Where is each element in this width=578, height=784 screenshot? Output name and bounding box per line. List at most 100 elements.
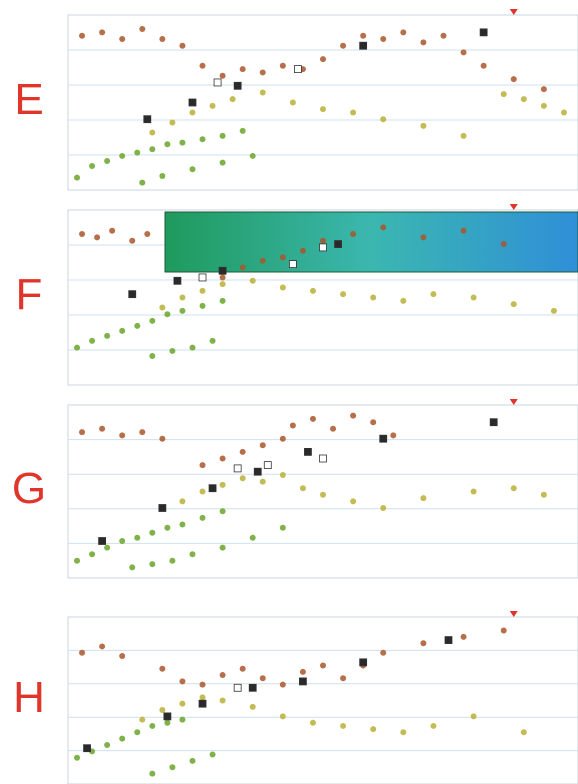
- point: [340, 675, 346, 681]
- point: [179, 498, 185, 504]
- point: [310, 288, 316, 294]
- point: [461, 228, 467, 234]
- point: [234, 465, 241, 472]
- point: [300, 669, 306, 675]
- point: [199, 274, 206, 281]
- point: [199, 700, 206, 707]
- point: [360, 42, 367, 49]
- panel-label: H: [13, 673, 45, 722]
- point: [159, 707, 165, 713]
- point: [214, 79, 221, 86]
- marker-triangle: [510, 204, 518, 210]
- point: [119, 153, 125, 159]
- point: [89, 551, 95, 557]
- point: [280, 63, 286, 69]
- point: [200, 462, 206, 468]
- point: [164, 720, 170, 726]
- point: [541, 492, 547, 498]
- point: [471, 489, 477, 495]
- point: [501, 241, 507, 247]
- point: [420, 234, 426, 240]
- point: [74, 755, 80, 761]
- point: [250, 535, 256, 541]
- inset-image: [165, 212, 578, 272]
- point: [104, 742, 110, 748]
- point: [390, 432, 396, 438]
- point: [84, 745, 91, 752]
- point: [330, 426, 336, 432]
- point: [159, 305, 165, 311]
- point: [129, 564, 135, 570]
- point: [234, 82, 241, 89]
- point: [104, 333, 110, 339]
- point: [220, 274, 226, 280]
- panel-label: G: [12, 464, 46, 513]
- point: [234, 684, 241, 691]
- point: [169, 120, 175, 126]
- point: [220, 281, 226, 287]
- point: [220, 698, 226, 704]
- point: [210, 752, 216, 758]
- point: [99, 426, 105, 432]
- point: [99, 29, 105, 35]
- point: [200, 136, 206, 142]
- point: [139, 26, 145, 32]
- point: [300, 485, 306, 491]
- point: [179, 701, 185, 707]
- point: [350, 110, 356, 116]
- point: [511, 301, 517, 307]
- point: [149, 146, 155, 152]
- point: [370, 295, 376, 301]
- point: [159, 436, 165, 442]
- point: [280, 713, 286, 719]
- point: [249, 684, 256, 691]
- point: [159, 36, 165, 42]
- point: [551, 308, 557, 314]
- point: [109, 228, 115, 234]
- plot-frame: [68, 617, 578, 784]
- point: [289, 261, 296, 268]
- point: [210, 338, 216, 344]
- point: [541, 103, 547, 109]
- point: [189, 99, 196, 106]
- point: [501, 91, 507, 97]
- point: [210, 103, 216, 109]
- point: [250, 153, 256, 159]
- point: [129, 238, 135, 244]
- point: [461, 634, 467, 640]
- point: [169, 764, 175, 770]
- point: [521, 96, 527, 102]
- point: [164, 713, 171, 720]
- point: [320, 663, 326, 669]
- point: [290, 100, 296, 106]
- point: [144, 231, 150, 237]
- point: [264, 462, 271, 469]
- point: [254, 468, 261, 475]
- point: [320, 106, 326, 112]
- point: [430, 723, 436, 729]
- point: [260, 442, 266, 448]
- point: [179, 43, 185, 49]
- point: [481, 63, 487, 69]
- point: [511, 485, 517, 491]
- point: [561, 110, 567, 116]
- point: [74, 558, 80, 564]
- point: [200, 682, 206, 688]
- point: [144, 116, 151, 123]
- point: [179, 295, 185, 301]
- point: [400, 298, 406, 304]
- point: [99, 538, 106, 545]
- point: [79, 650, 85, 656]
- point: [119, 432, 125, 438]
- point: [164, 525, 170, 531]
- point: [149, 530, 155, 536]
- point: [240, 264, 246, 270]
- point: [200, 288, 206, 294]
- point: [94, 234, 100, 240]
- point: [320, 238, 326, 244]
- point: [104, 545, 110, 551]
- point: [360, 33, 366, 39]
- point: [380, 224, 386, 230]
- point: [380, 650, 386, 656]
- point: [240, 66, 246, 72]
